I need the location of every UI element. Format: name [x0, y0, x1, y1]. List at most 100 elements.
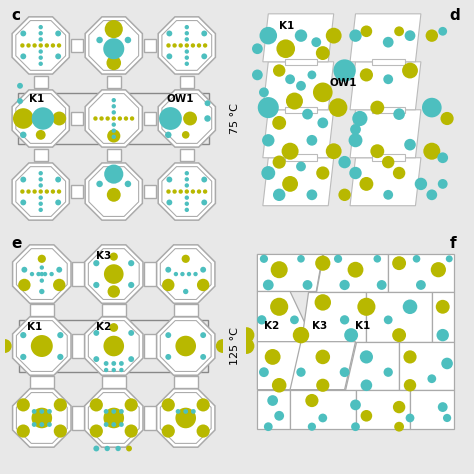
Point	[406, 382, 414, 389]
Point	[164, 281, 172, 289]
Point	[319, 382, 327, 389]
Polygon shape	[162, 20, 212, 70]
Point	[363, 412, 370, 419]
Point	[286, 147, 294, 155]
Polygon shape	[84, 317, 143, 375]
Point	[56, 331, 64, 339]
Point	[374, 255, 381, 263]
Point	[164, 353, 172, 361]
Point	[200, 353, 207, 361]
Point	[110, 102, 118, 110]
Point	[417, 180, 425, 188]
Point	[183, 60, 191, 68]
Point	[258, 316, 265, 324]
Point	[20, 281, 28, 289]
Point	[110, 421, 118, 428]
Polygon shape	[399, 342, 454, 390]
Polygon shape	[350, 14, 421, 62]
Point	[174, 408, 182, 415]
Point	[341, 158, 348, 166]
Point	[275, 382, 283, 389]
Point	[19, 353, 27, 361]
Point	[260, 255, 268, 263]
Bar	[372, 155, 405, 161]
Polygon shape	[263, 62, 334, 110]
Point	[275, 303, 283, 310]
Point	[31, 42, 38, 49]
Point	[164, 188, 172, 195]
Point	[55, 266, 63, 273]
Point	[308, 397, 316, 404]
Point	[406, 32, 414, 39]
Polygon shape	[84, 245, 143, 303]
Point	[308, 191, 316, 199]
Point	[443, 115, 451, 122]
Point	[37, 60, 45, 68]
Polygon shape	[88, 392, 139, 443]
Point	[37, 54, 45, 62]
Polygon shape	[16, 167, 65, 217]
Point	[330, 32, 337, 39]
Point	[37, 131, 45, 139]
Text: K1: K1	[27, 322, 42, 332]
Point	[334, 255, 342, 263]
Polygon shape	[89, 167, 139, 217]
Point	[297, 331, 305, 339]
Point	[341, 67, 348, 74]
Point	[297, 32, 305, 39]
Point	[275, 266, 283, 273]
Point	[30, 408, 38, 415]
Point	[164, 131, 172, 139]
Bar	[107, 76, 121, 88]
Point	[428, 32, 436, 39]
Point	[384, 158, 392, 166]
Bar	[144, 185, 156, 198]
Point	[352, 423, 359, 430]
Point	[38, 288, 46, 295]
Point	[110, 59, 118, 67]
Point	[110, 342, 118, 350]
Polygon shape	[16, 93, 65, 144]
Point	[264, 281, 272, 289]
Point	[384, 75, 392, 83]
Polygon shape	[88, 320, 139, 372]
Point	[183, 36, 191, 43]
Bar	[72, 262, 84, 286]
Point	[201, 53, 208, 60]
Polygon shape	[158, 90, 215, 147]
Point	[395, 331, 403, 339]
Polygon shape	[350, 62, 421, 110]
Polygon shape	[316, 255, 388, 292]
Point	[92, 445, 100, 452]
Polygon shape	[290, 342, 356, 390]
Point	[254, 45, 261, 53]
Point	[124, 180, 132, 188]
Point	[297, 163, 305, 170]
Point	[37, 169, 45, 177]
Point	[347, 331, 355, 339]
Point	[417, 281, 425, 289]
Point	[167, 115, 174, 122]
Point	[443, 414, 451, 422]
Point	[378, 281, 385, 289]
Text: OW1: OW1	[166, 94, 193, 104]
Point	[439, 27, 447, 35]
Point	[352, 266, 359, 273]
Point	[319, 414, 327, 422]
Point	[110, 253, 118, 260]
Point	[171, 42, 178, 49]
Point	[55, 115, 63, 122]
Bar	[180, 76, 194, 88]
Point	[116, 115, 124, 122]
Point	[37, 175, 45, 183]
Point	[39, 115, 47, 122]
Point	[183, 200, 191, 208]
Point	[352, 137, 359, 144]
Point	[25, 188, 32, 195]
Point	[183, 194, 191, 201]
Point	[319, 49, 327, 57]
Point	[291, 316, 298, 324]
Point	[164, 427, 172, 435]
Polygon shape	[432, 292, 454, 342]
Point	[110, 109, 118, 116]
